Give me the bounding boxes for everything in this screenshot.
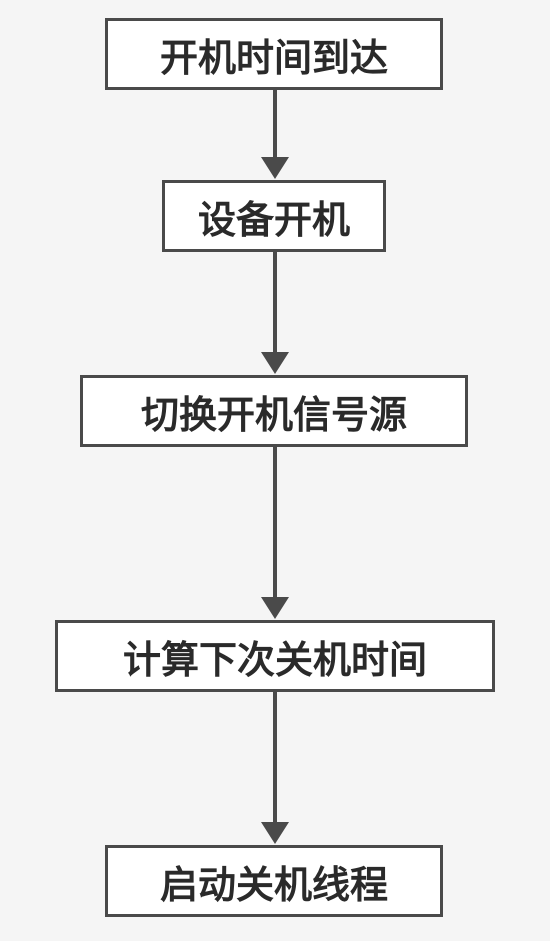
- arrow-1-2: [261, 90, 289, 179]
- flowchart-node-start-time: 开机时间到达: [105, 18, 443, 90]
- flowchart-node-start-shutdown-thread: 启动关机线程: [105, 845, 443, 917]
- flowchart-node-calc-shutdown: 计算下次关机时间: [55, 620, 495, 692]
- node-label: 计算下次关机时间: [123, 629, 427, 684]
- flowchart-node-device-on: 设备开机: [162, 180, 386, 252]
- arrow-2-3: [261, 252, 289, 374]
- node-label: 开机时间到达: [160, 27, 388, 82]
- node-label: 启动关机线程: [160, 854, 388, 909]
- arrow-4-5: [261, 692, 289, 844]
- flowchart-container: 开机时间到达 设备开机 切换开机信号源 计算下次关机时间 启动关机线程: [0, 0, 550, 941]
- arrow-3-4: [261, 447, 289, 619]
- node-label: 设备开机: [198, 189, 350, 244]
- flowchart-node-switch-source: 切换开机信号源: [80, 375, 468, 447]
- node-label: 切换开机信号源: [141, 384, 407, 439]
